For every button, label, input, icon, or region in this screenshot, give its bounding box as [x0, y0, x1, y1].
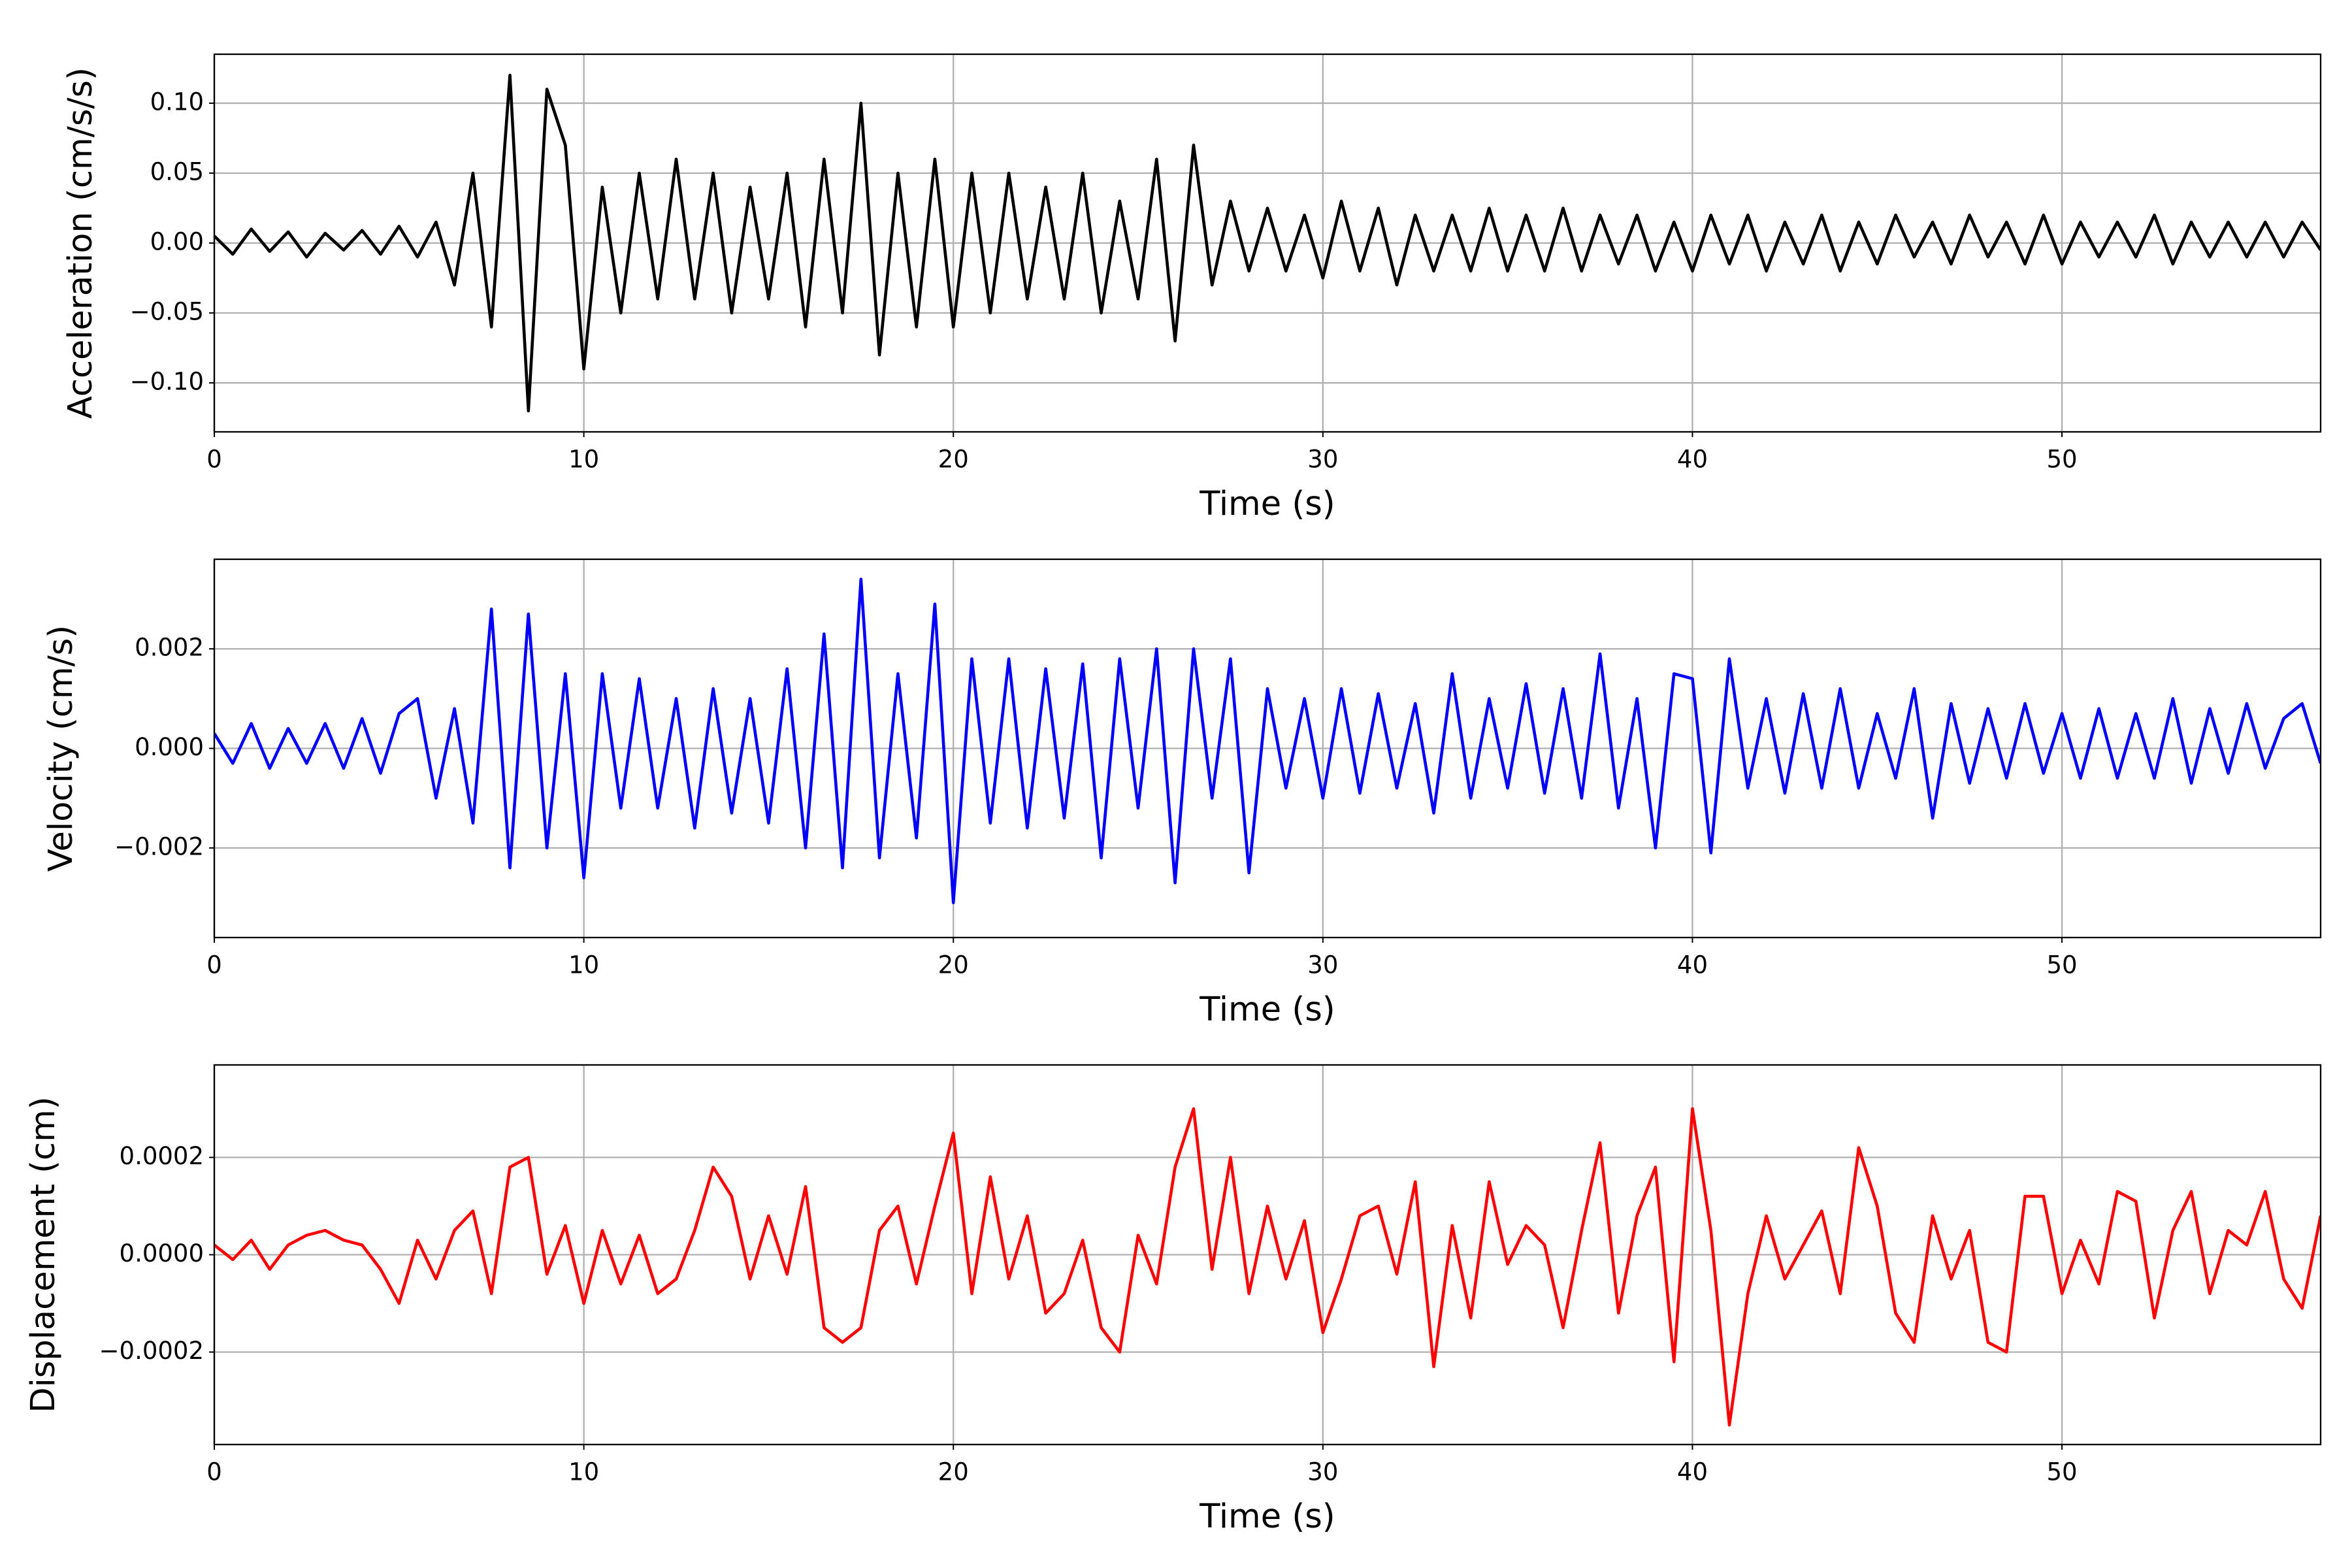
- x-tick-label: 10: [568, 446, 599, 474]
- x-tick-label: 30: [1307, 446, 1338, 474]
- y-tick-label: 0.0000: [120, 1239, 204, 1267]
- x-tick-label: 20: [938, 1458, 969, 1486]
- x-tick-label: 40: [1677, 1458, 1708, 1486]
- axes-frame: [213, 558, 2322, 939]
- x-tick-label: 30: [1307, 1458, 1338, 1486]
- x-tick-label: 0: [206, 446, 222, 474]
- y-tick-label: −0.10: [130, 368, 204, 396]
- y-axis-label: Displacement (cm): [24, 1096, 63, 1413]
- x-tick-label: 50: [2047, 1458, 2078, 1486]
- data-line: [214, 578, 2321, 904]
- axes-frame: [213, 1064, 2322, 1446]
- x-tick-label: 10: [568, 1458, 599, 1486]
- x-tick-label: 0: [206, 1458, 222, 1486]
- x-tick-label: 20: [938, 446, 969, 474]
- y-tick-label: −0.0002: [99, 1337, 204, 1365]
- y-tick-label: 0.000: [135, 733, 204, 761]
- y-tick-label: 0.00: [150, 228, 204, 256]
- x-tick-label: 20: [938, 951, 969, 979]
- x-axis-label: Time (s): [1199, 990, 1335, 1029]
- subplot: 0 10 20 30 40 50 −0.0002 0.0000 0.0002 Time (s) Di…: [24, 1064, 2322, 1536]
- x-tick-label: 40: [1677, 446, 1708, 474]
- data-line: [214, 1107, 2321, 1427]
- x-tick-label: 50: [2047, 951, 2078, 979]
- x-tick-label: 50: [2047, 446, 2078, 474]
- y-tick-label: 0.05: [150, 157, 204, 186]
- y-axis-label: Velocity (cm/s): [42, 625, 80, 872]
- x-tick-label: 10: [568, 951, 599, 979]
- y-tick-label: −0.002: [114, 832, 204, 860]
- x-tick-label: 30: [1307, 951, 1338, 979]
- data-line: [214, 73, 2321, 413]
- subplot: 0 10 20 30 40 50 −0.002 0.000 0.002 Time (s) Veloc…: [42, 558, 2322, 1029]
- x-tick-label: 0: [206, 951, 222, 979]
- subplot: 0 10 20 30 40 50 −0.10 −0.05 0.00 0.05 0.10 Time (s…: [61, 53, 2322, 523]
- y-tick-label: 0.0002: [120, 1142, 204, 1170]
- y-tick-label: 0.002: [135, 634, 204, 662]
- x-axis-label: Time (s): [1199, 1497, 1335, 1536]
- y-tick-label: −0.05: [130, 298, 204, 326]
- y-tick-label: 0.10: [150, 88, 204, 116]
- axes-frame: [213, 53, 2322, 433]
- x-tick-label: 40: [1677, 951, 1708, 979]
- y-axis-label: Acceleration (cm/s/s): [61, 67, 100, 419]
- x-axis-label: Time (s): [1199, 485, 1335, 523]
